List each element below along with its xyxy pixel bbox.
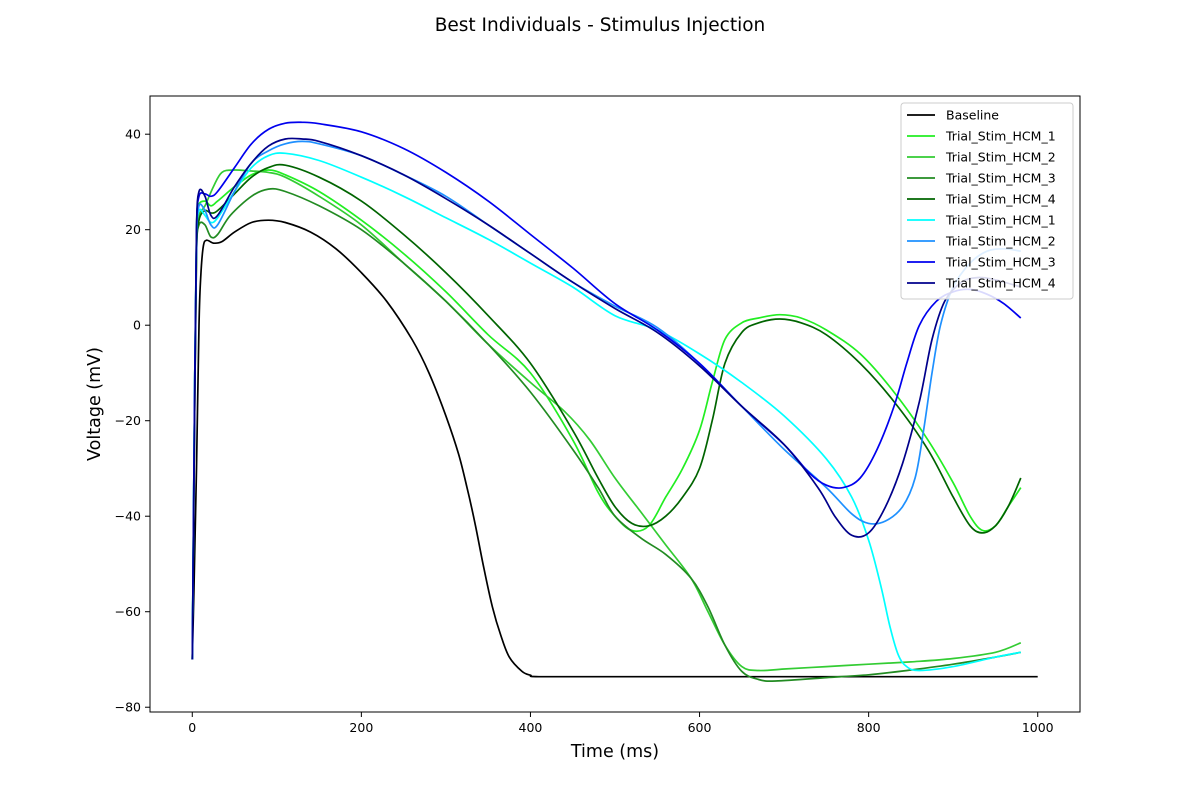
legend-label: Trial_Stim_HCM_2 <box>945 150 1056 165</box>
y-tick-label: −80 <box>115 700 141 715</box>
legend-box <box>900 102 1074 300</box>
series-line-9 <box>191 137 1022 660</box>
x-tick-label: 400 <box>519 720 543 735</box>
x-tick-label: 0 <box>188 720 196 735</box>
legend-label: Trial_Stim_HCM_1 <box>945 213 1056 228</box>
x-tick-label: 800 <box>857 720 881 735</box>
plot-series <box>191 121 1038 682</box>
x-tick-label: 1000 <box>1022 720 1054 735</box>
legend-label: Trial_Stim_HCM_4 <box>945 276 1056 291</box>
y-tick-label: −20 <box>115 413 141 428</box>
legend: Baseline Trial_Stim_HCM_1 Trial_Stim_HCM_2… <box>900 102 1074 300</box>
y-tick-label: 0 <box>133 318 141 333</box>
y-tick-label: −40 <box>115 509 141 524</box>
legend-label: Trial_Stim_HCM_3 <box>945 171 1056 186</box>
legend-label: Trial_Stim_HCM_1 <box>945 129 1056 144</box>
y-axis: −80 −60 −40 −20 0 20 40 <box>115 127 150 715</box>
series-line-5 <box>191 163 1022 660</box>
x-tick-label: 200 <box>349 720 373 735</box>
series-line-3 <box>191 169 1022 672</box>
x-axis-title: Time (ms) <box>570 742 659 762</box>
x-tick-label: 600 <box>688 720 712 735</box>
series-line-8 <box>191 121 1022 660</box>
series-line-4 <box>191 187 1021 682</box>
y-tick-label: 40 <box>125 127 141 142</box>
legend-label: Trial_Stim_HCM_2 <box>945 234 1056 249</box>
y-tick-label: 20 <box>125 222 141 237</box>
chart-title: Best Individuals - Stimulus Injection <box>435 15 766 36</box>
legend-label: Baseline <box>946 108 999 123</box>
y-tick-label: −60 <box>115 604 141 619</box>
x-axis: 0 200 400 600 800 1000 <box>188 712 1054 735</box>
series-line-1 <box>191 219 1038 678</box>
legend-label: Trial_Stim_HCM_3 <box>945 255 1056 270</box>
plot-frame <box>149 95 1081 713</box>
y-axis-title: Voltage (mV) <box>85 347 105 461</box>
legend-label: Trial_Stim_HCM_4 <box>945 192 1056 207</box>
